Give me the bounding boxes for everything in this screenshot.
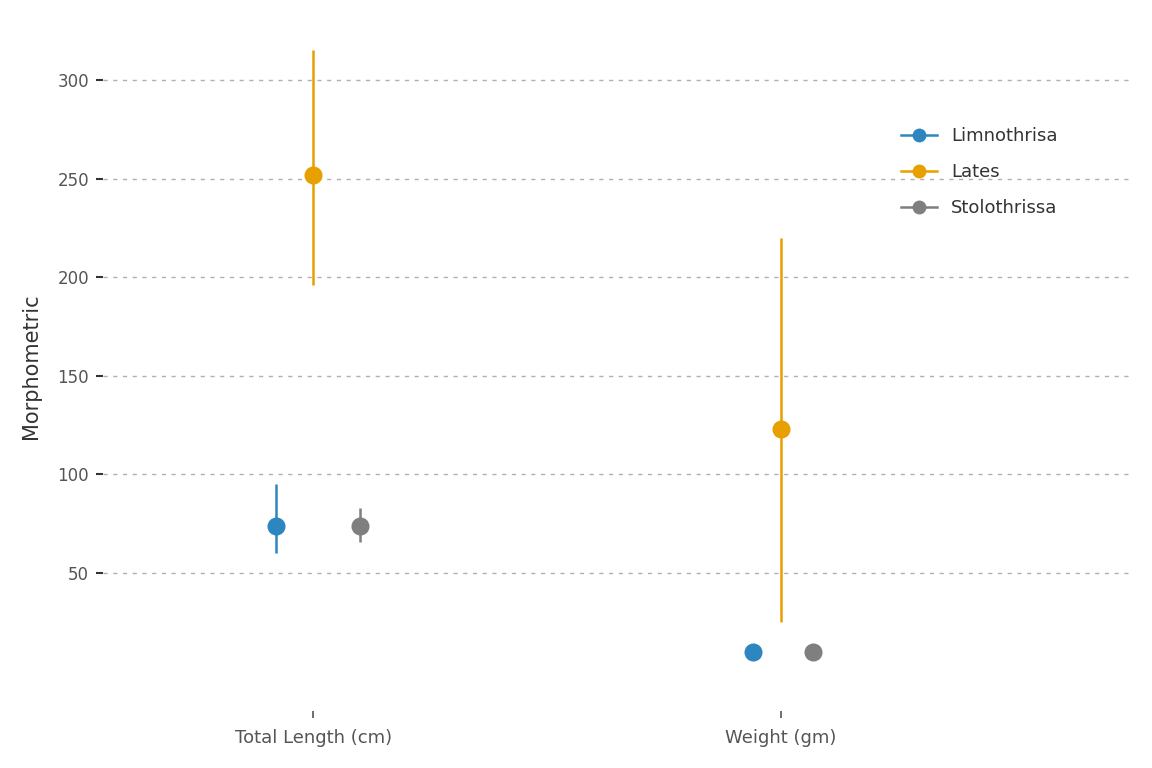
Y-axis label: Morphometric: Morphometric bbox=[21, 293, 40, 439]
Legend: Limnothrisa, Lates, Stolothrissa: Limnothrisa, Lates, Stolothrissa bbox=[894, 120, 1064, 224]
